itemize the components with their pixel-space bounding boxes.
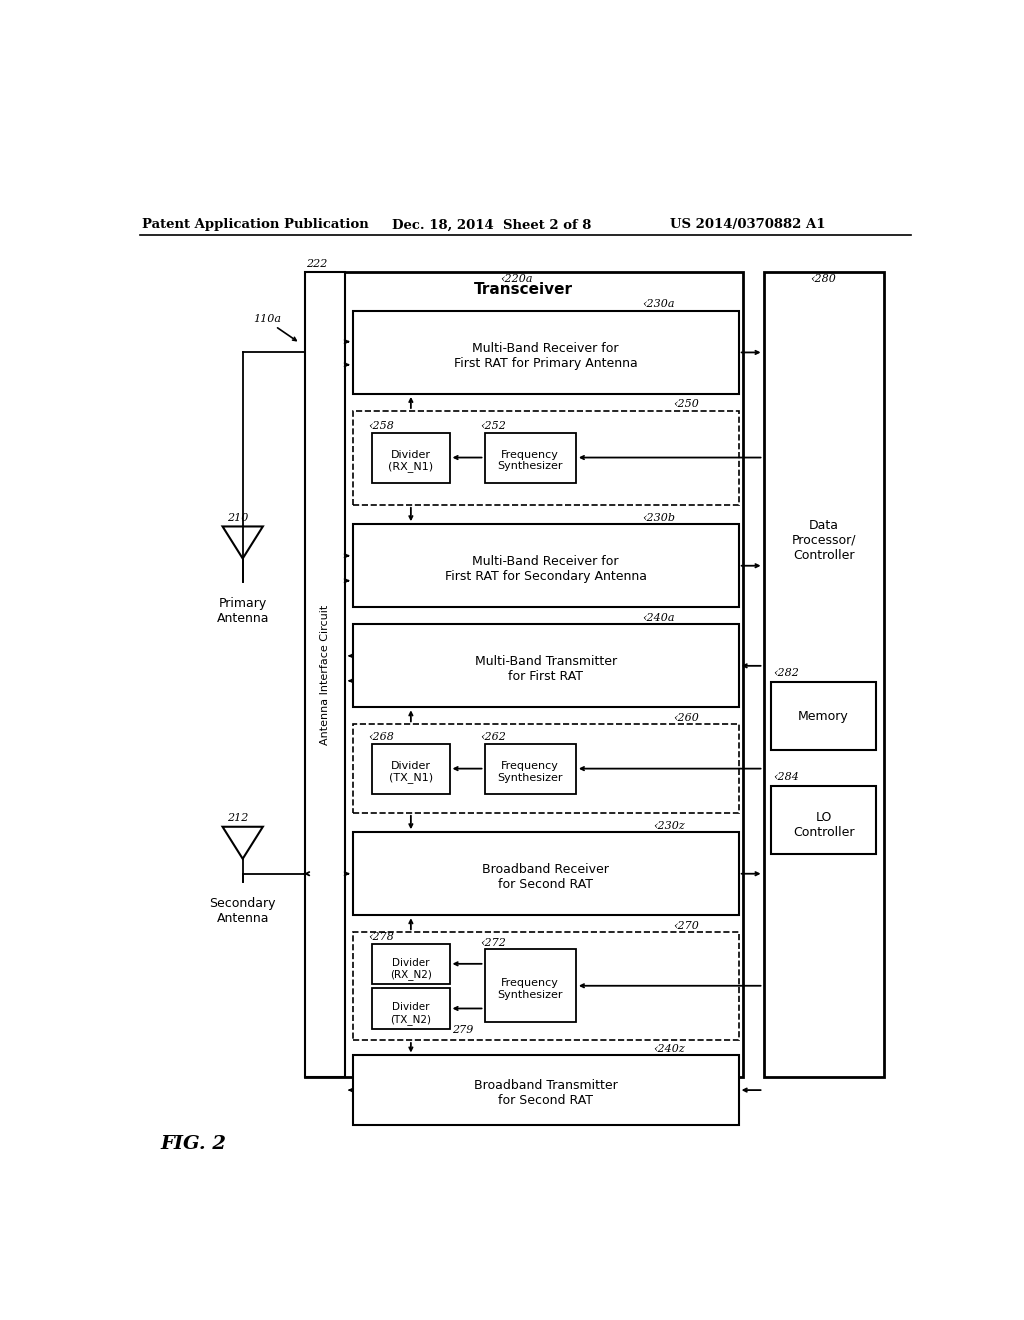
Text: 210: 210 [227,512,249,523]
Text: Primary
Antenna: Primary Antenna [216,597,269,624]
Bar [484,949,575,1022]
Text: Multi-Band Receiver for
First RAT for Secondary Antenna: Multi-Band Receiver for First RAT for Se… [444,554,647,583]
Text: Divider
(TX_N2): Divider (TX_N2) [390,1002,431,1024]
Text: Multi-Band Receiver for
First RAT for Primary Antenna: Multi-Band Receiver for First RAT for Pr… [454,342,638,370]
Text: Divider
(TX_N1): Divider (TX_N1) [389,760,433,784]
Text: 222: 222 [306,259,328,268]
Text: Divider
(RX_N2): Divider (RX_N2) [390,958,432,981]
Text: ‹268: ‹268 [369,733,394,742]
Text: ‹240a: ‹240a [642,612,675,623]
Text: Broadband Transmitter
for Second RAT: Broadband Transmitter for Second RAT [474,1080,617,1107]
Text: 279: 279 [452,1024,473,1035]
Text: ‹282: ‹282 [773,668,799,678]
Bar [372,944,450,983]
Bar [305,272,742,1077]
Bar [372,433,450,483]
Bar [352,932,738,1040]
Bar [352,524,738,607]
Text: ‹278: ‹278 [369,932,394,942]
Text: ‹230b: ‹230b [642,512,675,523]
Text: Multi-Band Transmitter
for First RAT: Multi-Band Transmitter for First RAT [475,655,616,682]
Text: Broadband Receiver
for Second RAT: Broadband Receiver for Second RAT [482,863,609,891]
Text: ‹220a: ‹220a [501,275,532,284]
Bar [372,743,450,793]
Text: ‹284: ‹284 [773,772,799,781]
Bar [484,433,575,483]
Text: ‹230z: ‹230z [653,821,685,830]
Text: 212: 212 [227,813,249,822]
Text: ‹250: ‹250 [673,400,698,409]
Text: Frequency
Synthesizer: Frequency Synthesizer [498,450,563,471]
Text: Secondary
Antenna: Secondary Antenna [210,898,275,925]
Text: ‹272: ‹272 [480,937,507,948]
Bar [372,989,450,1028]
Text: Frequency
Synthesizer: Frequency Synthesizer [498,978,563,999]
Text: Memory: Memory [798,710,849,723]
Text: ‹240z: ‹240z [653,1044,685,1053]
Bar [352,832,738,915]
Text: Divider
(RX_N1): Divider (RX_N1) [388,450,433,473]
Bar [484,743,575,793]
Bar [352,624,738,708]
Bar [352,1056,738,1125]
Text: ‹280: ‹280 [811,275,837,284]
Bar [764,272,884,1077]
Bar [352,312,738,395]
Text: ‹260: ‹260 [673,713,698,723]
Text: Dec. 18, 2014  Sheet 2 of 8: Dec. 18, 2014 Sheet 2 of 8 [391,218,591,231]
Text: LO
Controller: LO Controller [793,810,854,838]
Bar [771,785,876,854]
Text: Antenna Interface Circuit: Antenna Interface Circuit [319,605,330,744]
Bar [305,272,345,1077]
Text: ‹230a: ‹230a [642,300,675,309]
Text: ‹252: ‹252 [480,421,507,430]
Text: ‹258: ‹258 [369,421,394,430]
Bar [352,411,738,506]
Text: Frequency
Synthesizer: Frequency Synthesizer [498,760,563,783]
Bar [352,725,738,813]
Text: ‹262: ‹262 [480,733,507,742]
Text: ‹270: ‹270 [673,921,698,931]
Text: US 2014/0370882 A1: US 2014/0370882 A1 [671,218,826,231]
Bar [771,682,876,750]
Text: FIG. 2: FIG. 2 [161,1135,226,1152]
Text: Patent Application Publication: Patent Application Publication [142,218,369,231]
Text: Transceiver: Transceiver [474,281,573,297]
Text: Data
Processor/
Controller: Data Processor/ Controller [792,519,856,562]
Text: 110a: 110a [254,314,282,323]
